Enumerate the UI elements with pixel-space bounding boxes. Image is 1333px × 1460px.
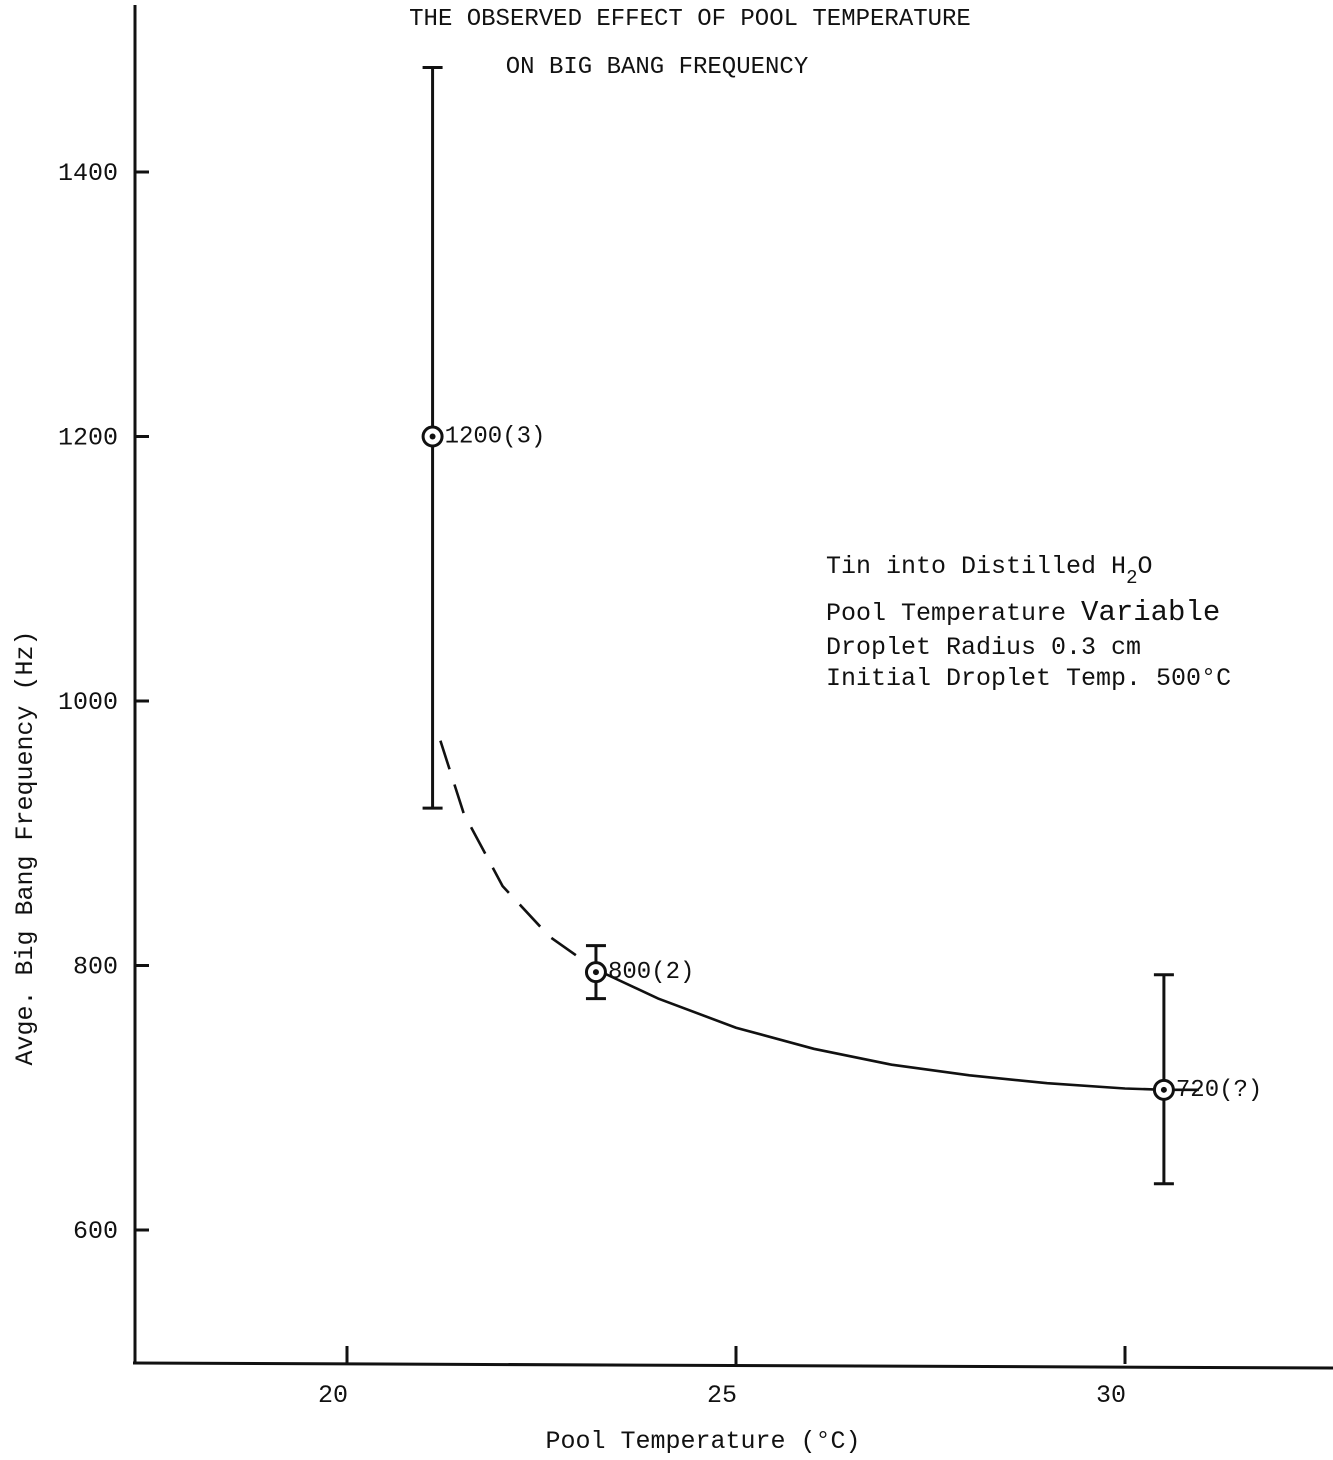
point-marker-dot — [1160, 1086, 1167, 1093]
y-ticks: 600 800 1000 1200 1400 — [58, 159, 149, 1246]
annotation-line-2-main: Pool Temperature — [826, 599, 1081, 628]
annotation-line-2-emphasis: Variable — [1081, 596, 1220, 629]
annotation-line-4: Initial Droplet Temp. 500°C — [826, 664, 1231, 693]
data-point-3: 720(?) — [1152, 973, 1262, 1186]
annotation-line-1: Tin into Distilled H2O — [826, 552, 1152, 589]
point-marker-dot — [592, 969, 599, 976]
chart-title-line-1: THE OBSERVED EFFECT OF POOL TEMPERATURE — [409, 6, 971, 33]
annotation-line-1-end: O — [1137, 552, 1152, 581]
y-tick-label-1000: 1000 — [58, 688, 118, 717]
y-tick-label-1400: 1400 — [58, 159, 118, 188]
annotation-line-3: Droplet Radius 0.3 cm — [826, 633, 1141, 662]
point-label: 720(?) — [1176, 1077, 1262, 1104]
data-point-1: 1200(3) — [421, 66, 546, 810]
fit-curve-dashed — [439, 740, 597, 971]
x-tick-label-20: 20 — [318, 1381, 348, 1410]
y-axis-label: Avge. Big Bang Frequency (Hz) — [11, 630, 40, 1065]
x-ticks: 20 25 30 — [318, 1346, 1127, 1410]
chart-title-line-2: ON BIG BANG FREQUENCY — [506, 54, 808, 81]
y-tick-label-1200: 1200 — [58, 424, 118, 453]
point-label: 1200(3) — [445, 424, 546, 451]
annotation-line-1-main: Tin into Distilled H — [826, 552, 1126, 581]
x-axis-line — [132, 1361, 1333, 1370]
x-axis-label: Pool Temperature (°C) — [545, 1427, 860, 1456]
annotation-line-1-subscript: 2 — [1126, 567, 1137, 589]
data-point-2: 800(2) — [584, 944, 694, 1001]
y-tick-label-600: 600 — [73, 1217, 118, 1246]
x-tick-label-30: 30 — [1096, 1381, 1126, 1410]
fit-curve-solid — [595, 968, 1199, 1092]
y-tick-label-800: 800 — [73, 953, 118, 982]
x-tick-label-25: 25 — [707, 1381, 737, 1410]
data-points: 1200(3) 800(2) 720(?) — [421, 66, 1262, 1186]
annotation-line-2: Pool Temperature Variable — [826, 596, 1220, 629]
point-label: 800(2) — [608, 959, 694, 986]
point-marker-dot — [429, 433, 436, 440]
